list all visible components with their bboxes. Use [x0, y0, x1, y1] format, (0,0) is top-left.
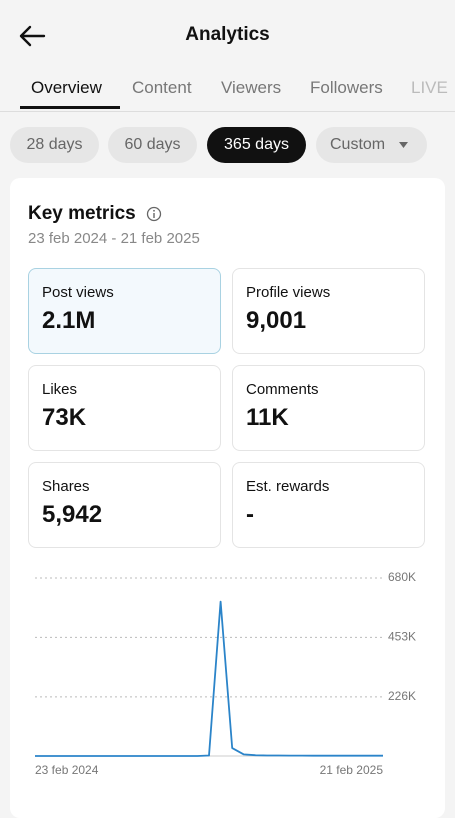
metric-label: Likes	[42, 381, 78, 398]
period-button[interactable]: Custom	[316, 127, 427, 163]
y-tick-label: 680K	[388, 570, 416, 584]
page-title: Analytics	[185, 24, 270, 45]
x-tick-label: 23 feb 2024	[35, 763, 99, 777]
period-button[interactable]: 365 days	[207, 127, 306, 163]
tab[interactable]: Viewers	[221, 78, 282, 97]
period-button[interactable]: 60 days	[108, 127, 197, 163]
back-arrow[interactable]	[18, 24, 46, 48]
dropdown-icon	[399, 142, 409, 148]
line	[35, 600, 383, 757]
chart: 226K 453K 680K 23 feb 2024 21 feb 2025	[35, 570, 416, 777]
y-tick-label: 226K	[388, 689, 416, 703]
metric-label: Comments	[246, 381, 319, 398]
metric-card[interactable]: Comments 11K	[232, 365, 425, 451]
tab[interactable]: Overview	[31, 78, 102, 97]
metric-card[interactable]: Est. rewards -	[232, 462, 425, 548]
metric-value: 5,942	[42, 501, 103, 528]
metric-value: 2.1M	[42, 307, 96, 334]
period-button[interactable]: 28 days	[10, 127, 99, 163]
tab[interactable]: Followers	[310, 78, 383, 97]
screen: {"header": {"title": "Analytics"}, "tabs…	[0, 24, 455, 818]
metric-value: 9,001	[246, 307, 307, 334]
x-tick-label: 21 feb 2025	[320, 763, 384, 777]
metric-value: 73K	[42, 404, 87, 431]
tab[interactable]: LIVE	[411, 78, 448, 97]
metric-label: Shares	[42, 478, 90, 495]
info-icon[interactable]	[146, 206, 162, 222]
metric-label: Est. rewards	[246, 478, 330, 495]
tab-indicator	[20, 106, 120, 109]
metric-label: Post views	[42, 284, 114, 301]
period-label: Custom	[330, 136, 386, 153]
metric-card[interactable]: Likes 73K	[28, 365, 221, 451]
metric-card[interactable]: Post views 2.1M	[28, 268, 221, 354]
metric-value: 11K	[246, 404, 289, 431]
metric-label: Profile views	[246, 284, 331, 301]
card-title: Key metrics	[28, 203, 136, 224]
metric-card[interactable]: Profile views 9,001	[232, 268, 425, 354]
metric-card[interactable]: Shares 5,942	[28, 462, 221, 548]
metric-value: -	[246, 501, 254, 528]
divider	[0, 111, 455, 112]
y-tick-label: 453K	[388, 630, 416, 644]
tab[interactable]: Content	[132, 78, 192, 97]
date-range: 23 feb 2024 - 21 feb 2025	[28, 230, 200, 247]
